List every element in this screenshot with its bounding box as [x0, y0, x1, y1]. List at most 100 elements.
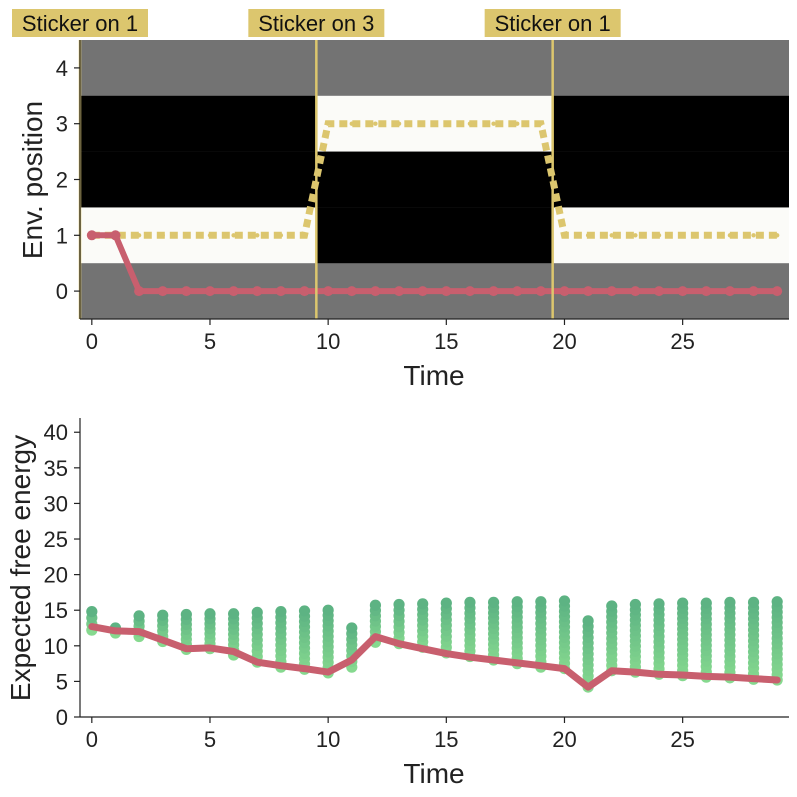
- agent-point: [346, 286, 357, 297]
- black-band-phase-2-row-3: [552, 95, 789, 152]
- efe-scatter-point: [369, 599, 382, 611]
- agent-point: [275, 286, 286, 297]
- efe-scatter-point: [204, 608, 216, 620]
- sticker-position-line: [91, 120, 778, 239]
- sticker-point: [562, 233, 567, 238]
- agent-point: [441, 286, 452, 297]
- bottom-x-tick-label: 15: [434, 727, 458, 752]
- agent-point: [228, 286, 239, 297]
- efe-scatter-point: [133, 610, 145, 622]
- agent-point: [181, 286, 192, 297]
- efe-scatter-point: [700, 597, 712, 609]
- efe-scatter-point: [275, 606, 287, 618]
- sticker-point: [255, 233, 260, 238]
- sticker-point: [207, 233, 213, 238]
- efe-scatter-point: [724, 596, 736, 608]
- bottom-ticks: 0 5 10 15 20 25 0 5 10 15 20 25 30 35 40: [44, 420, 695, 752]
- top-y-axis-title: Env. position: [17, 101, 48, 259]
- efe-scatter-point: [180, 608, 192, 621]
- sticker-point: [231, 233, 236, 238]
- bottom-y-tick-label: 20: [44, 563, 68, 588]
- agent-point: [370, 286, 381, 297]
- efe-scatter-point: [393, 598, 405, 611]
- efe-scatter-point: [157, 609, 169, 621]
- black-band-phase-1-row-1: [316, 207, 553, 264]
- efe-scatter-point: [606, 600, 618, 612]
- agent-point: [252, 286, 263, 297]
- bottom-x-tick-label: 0: [86, 727, 98, 752]
- efe-scatter-point: [298, 605, 311, 617]
- top-x-tick-label: 15: [434, 329, 458, 354]
- sticker-point: [704, 233, 709, 238]
- top-y-tick-label: 0: [56, 279, 68, 304]
- agent-point: [134, 286, 145, 297]
- sticker-point: [491, 121, 496, 126]
- top-y-tick-label: 3: [56, 112, 68, 137]
- black-band-phase-2-row-2: [552, 151, 789, 208]
- bottom-x-tick-label: 25: [670, 727, 694, 752]
- agent-point: [157, 286, 168, 297]
- bottom-scatter: [86, 595, 783, 693]
- bottom-x-tick-label: 10: [316, 727, 340, 752]
- efe-scatter-point: [417, 598, 429, 610]
- agent-point: [394, 286, 405, 297]
- top-x-tick-label: 25: [670, 329, 694, 354]
- sticker-labels: Sticker on 1 Sticker on 3 Sticker on 1: [12, 9, 621, 37]
- black-band-phase-0-row-3: [80, 95, 317, 152]
- sticker-label-box: [12, 9, 148, 37]
- black-band-phase-0-row-2: [80, 151, 317, 208]
- sticker-point: [467, 121, 473, 126]
- agent-point: [86, 230, 97, 241]
- agent-point: [488, 286, 499, 297]
- bottom-y-tick-label: 5: [56, 669, 68, 694]
- sticker-point: [538, 121, 544, 126]
- agent-point: [583, 286, 594, 297]
- bottom-y-tick-label: 10: [44, 634, 68, 659]
- efe-scatter-point: [558, 595, 571, 607]
- efe-scatter-point: [86, 606, 98, 618]
- efe-scatter-point: [535, 596, 547, 608]
- efe-scatter-point: [322, 604, 334, 616]
- bottom-y-axis-title: Expected free energy: [5, 435, 36, 701]
- efe-scatter-point: [464, 596, 476, 608]
- efe-scatter-point: [677, 597, 689, 609]
- sticker-point: [609, 233, 614, 238]
- efe-scatter-point: [653, 598, 665, 610]
- sticker-point: [515, 121, 520, 126]
- bottom-x-tick-label: 20: [552, 727, 576, 752]
- sticker-label: Sticker on 1: [22, 11, 138, 36]
- bottom-x-tick-label: 5: [204, 727, 216, 752]
- agent-point: [417, 286, 428, 297]
- efe-scatter-point: [511, 596, 523, 608]
- sticker-point: [585, 233, 591, 238]
- top-y-tick-label: 4: [56, 56, 68, 81]
- sticker-label-box: [484, 9, 621, 37]
- agent-point: [630, 286, 641, 297]
- agent-point: [110, 230, 121, 241]
- top-y-tick-label: 1: [56, 223, 68, 248]
- top-ticks: 0 5 10 15 20 25 0 1 2 3 4: [56, 56, 695, 354]
- agent-point: [299, 286, 310, 297]
- agent-point: [512, 286, 523, 297]
- bottom-series: [88, 623, 781, 691]
- sticker-point: [373, 121, 378, 126]
- efe-scatter-point: [629, 598, 641, 611]
- sticker-point: [751, 233, 756, 238]
- efe-scatter-point: [487, 596, 500, 608]
- efe-scatter-point: [440, 597, 452, 609]
- bottom-y-tick-label: 25: [44, 527, 68, 552]
- sticker-label: Sticker on 3: [258, 11, 374, 36]
- sticker-point: [325, 121, 331, 126]
- agent-point: [535, 286, 546, 297]
- selected-policy-line: [88, 623, 781, 691]
- top-x-axis-title: Time: [403, 360, 464, 391]
- bottom-y-tick-label: 0: [56, 705, 68, 730]
- bottom-y-tick-label: 15: [44, 598, 68, 623]
- sticker-point: [656, 233, 662, 238]
- top-y-tick-label: 2: [56, 168, 68, 193]
- agent-point: [323, 286, 334, 297]
- sticker-label-box: [248, 9, 385, 37]
- efe-scatter-point: [251, 606, 263, 618]
- top-x-tick-label: 20: [552, 329, 576, 354]
- sticker-point: [727, 233, 733, 238]
